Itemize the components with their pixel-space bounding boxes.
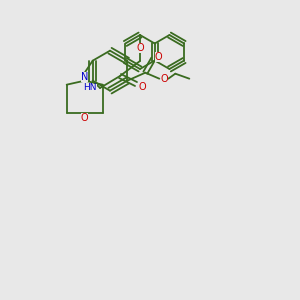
Text: O: O [154, 52, 162, 62]
Text: HN: HN [83, 83, 97, 92]
Text: O: O [81, 113, 88, 123]
Text: O: O [160, 74, 168, 84]
Text: O: O [138, 82, 146, 92]
Text: O: O [136, 43, 144, 53]
Text: N: N [81, 72, 88, 82]
